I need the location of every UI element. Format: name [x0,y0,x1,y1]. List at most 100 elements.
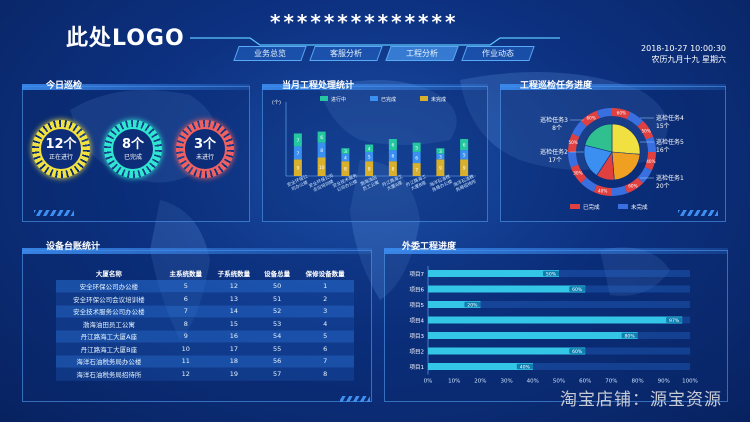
page-title: ************** [270,10,459,34]
pie-title-band [500,84,726,90]
table-cell: 3 [296,305,354,318]
table-cell: 8 [296,367,354,381]
bar-segment [365,161,374,176]
y-unit-label: (个) [272,100,281,106]
ring-segment [572,120,587,137]
ring-label: 40% [646,159,655,164]
bar-value: 7 [415,168,418,174]
hbar-bar [428,270,559,277]
ring-segment [570,164,587,184]
bar-value: 7 [296,138,299,144]
bar-segment [460,150,469,160]
table-cell: 6 [161,292,210,306]
bar-value: 9 [463,166,466,172]
bar-segment [293,133,302,147]
bar-value: 9 [296,166,299,172]
legend-swatch [370,96,378,101]
table-cell: 53 [257,317,297,331]
table-cell: 6 [296,342,354,356]
table-cell: 19 [209,367,258,381]
hbar-value-badge [569,286,586,292]
datetime: 2018-10-27 10:00:30 农历九月十九 星期六 [641,43,726,65]
table-cell: 安全环保公司会议培训楼 [56,292,162,306]
pie-legend-swatch [570,204,580,209]
x-tick-label: 0% [424,379,433,385]
ring-segment [593,184,612,196]
col-equipment-total: 设备总量 [264,270,291,278]
table-cell: 丹江路海工大厦A座 [56,330,162,343]
bar-segment [460,159,469,176]
tab-business-overview[interactable]: 业务总览 [233,46,307,61]
bar-value: 8 [320,148,323,154]
table-row: 安全环保公司会议培训楼 6 13 51 2 [56,292,354,306]
hbar-category: 项目4 [410,318,425,325]
ring-segment [612,108,631,120]
table-cell: 1 [296,280,354,293]
legend-swatch [320,96,328,101]
hbar-value: 97% [669,318,680,324]
table-cell: 5 [161,280,210,293]
pie-callout-value: 8个 [552,125,562,132]
bar-segment [460,139,469,151]
hbar-value: 40% [520,364,531,370]
ring-segment [637,167,652,184]
pie-callout-value: 16个 [656,147,670,154]
bar-segment [341,153,350,162]
bar-segment [412,142,421,152]
stacked-bar-chart: 进行中 已完成 未完成(个)977安全环保公司办公楼1086安全环保公司会议培训楼8… [272,96,478,193]
ring-label: 60% [586,115,595,120]
hbar-value: 60% [572,349,583,355]
x-tick-label: 20% [474,379,486,385]
ring-segment [568,152,579,168]
hbar-category: 项目1 [410,364,425,371]
ring-segment [645,136,656,152]
ring-segment [612,185,628,196]
hbar-value-badge [666,317,683,323]
pie-title: 工程巡检任务进度 [520,81,593,91]
patrol-ring: 12个 正在进行 [32,120,90,178]
bar-value: 5 [415,145,418,151]
pie-legend-label: 已完成 [583,203,600,211]
patrol-ring: 3个 未进行 [176,120,234,178]
table-cell: 51 [257,292,297,306]
x-tick-label: 80% [631,379,643,385]
table-cell: 2 [296,292,354,306]
pie-slice [611,151,641,181]
pie-slice [611,123,641,155]
bar-value: 4 [368,146,371,152]
hbar-title-band [384,248,728,254]
bar-value: 8 [391,167,394,173]
ring-segment [627,112,644,127]
table-cell: 丹江路海工大厦B座 [56,342,162,356]
table-cell: 18 [209,355,258,368]
bar-value: 3 [439,149,442,155]
bar-segment [388,150,397,162]
table-cell: 5 [296,330,354,343]
table-cell: 50 [257,280,297,293]
patrol-title: 今日巡检 [46,81,83,91]
table-stripes [340,396,370,402]
ring-segment [596,108,612,119]
hbar-value: 20% [467,302,478,308]
table-row: 海洋石油税务局办公楼 11 18 56 7 [56,355,354,368]
patrol-count: 8个 [121,136,145,152]
patrol-stripes [34,210,74,216]
tab-engineering[interactable]: 工程分析 [385,46,459,61]
bar-segment [436,153,445,160]
patrol-title-band [22,84,250,90]
table-header-row: 大厦名称 主系统数量 子系统数量 设备总量 保修设备数量 [56,266,354,280]
tab-operations[interactable]: 作业动态 [461,46,535,61]
table-cell: 52 [257,305,297,318]
hbar-value-badge [464,301,481,308]
patrol-label: 已完成 [123,153,142,161]
table-cell: 17 [209,342,258,356]
table-cell: 8 [161,317,210,331]
bar-segment [388,161,397,176]
ring-label: 60% [617,111,626,116]
bar-value: 3 [344,149,347,155]
legend-swatch [420,96,428,101]
bar-value: 6 [391,143,394,149]
tab-customer-service[interactable]: 客服分析 [309,46,383,61]
table-cell: 渤海油田员工公寓 [56,317,162,331]
bar-segment [412,151,421,164]
